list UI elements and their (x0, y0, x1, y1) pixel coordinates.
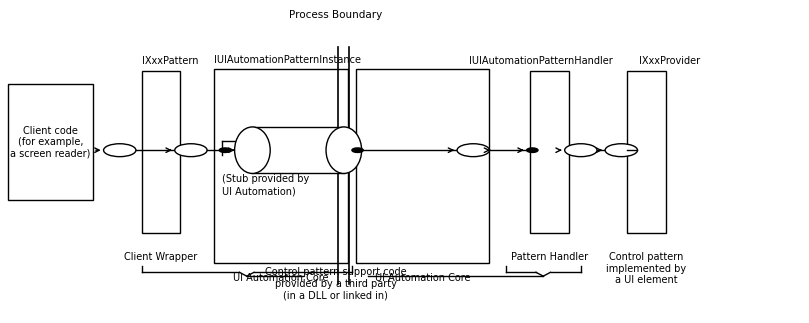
Bar (356, 69, 489, 263)
Text: UI Automation Core: UI Automation Core (375, 273, 471, 283)
Circle shape (175, 144, 207, 157)
Text: Pattern Handler: Pattern Handler (510, 252, 588, 262)
Circle shape (605, 144, 637, 157)
Text: Control pattern support code
provided by a third party
(in a DLL or linked in): Control pattern support code provided by… (265, 267, 407, 300)
Text: IUIAutomationPatternHandler: IUIAutomationPatternHandler (469, 56, 613, 66)
Circle shape (565, 144, 597, 157)
Bar (530, 71, 569, 233)
Circle shape (527, 148, 538, 152)
Text: IXxxProvider: IXxxProvider (639, 56, 701, 66)
Text: UI Automation Core: UI Automation Core (233, 273, 329, 283)
Bar (214, 69, 348, 263)
Bar (252, 127, 344, 173)
Text: (Stub provided by
UI Automation): (Stub provided by UI Automation) (222, 174, 310, 196)
Text: IXxxPattern: IXxxPattern (142, 56, 198, 66)
Text: Client code
(for example,
a screen reader): Client code (for example, a screen reade… (11, 126, 91, 159)
Circle shape (457, 144, 489, 157)
Bar (142, 71, 180, 233)
Bar (627, 71, 666, 233)
Bar (8, 84, 93, 200)
Circle shape (219, 148, 231, 152)
Text: Control pattern
implemented by
a UI element: Control pattern implemented by a UI elem… (606, 252, 687, 285)
Circle shape (352, 148, 363, 152)
Text: Client Wrapper: Client Wrapper (125, 252, 197, 262)
Ellipse shape (235, 127, 270, 173)
Ellipse shape (326, 127, 362, 173)
Text: Process Boundary: Process Boundary (289, 10, 383, 20)
Text: IUIAutomationPatternInstance: IUIAutomationPatternInstance (214, 55, 362, 65)
Circle shape (104, 144, 136, 157)
